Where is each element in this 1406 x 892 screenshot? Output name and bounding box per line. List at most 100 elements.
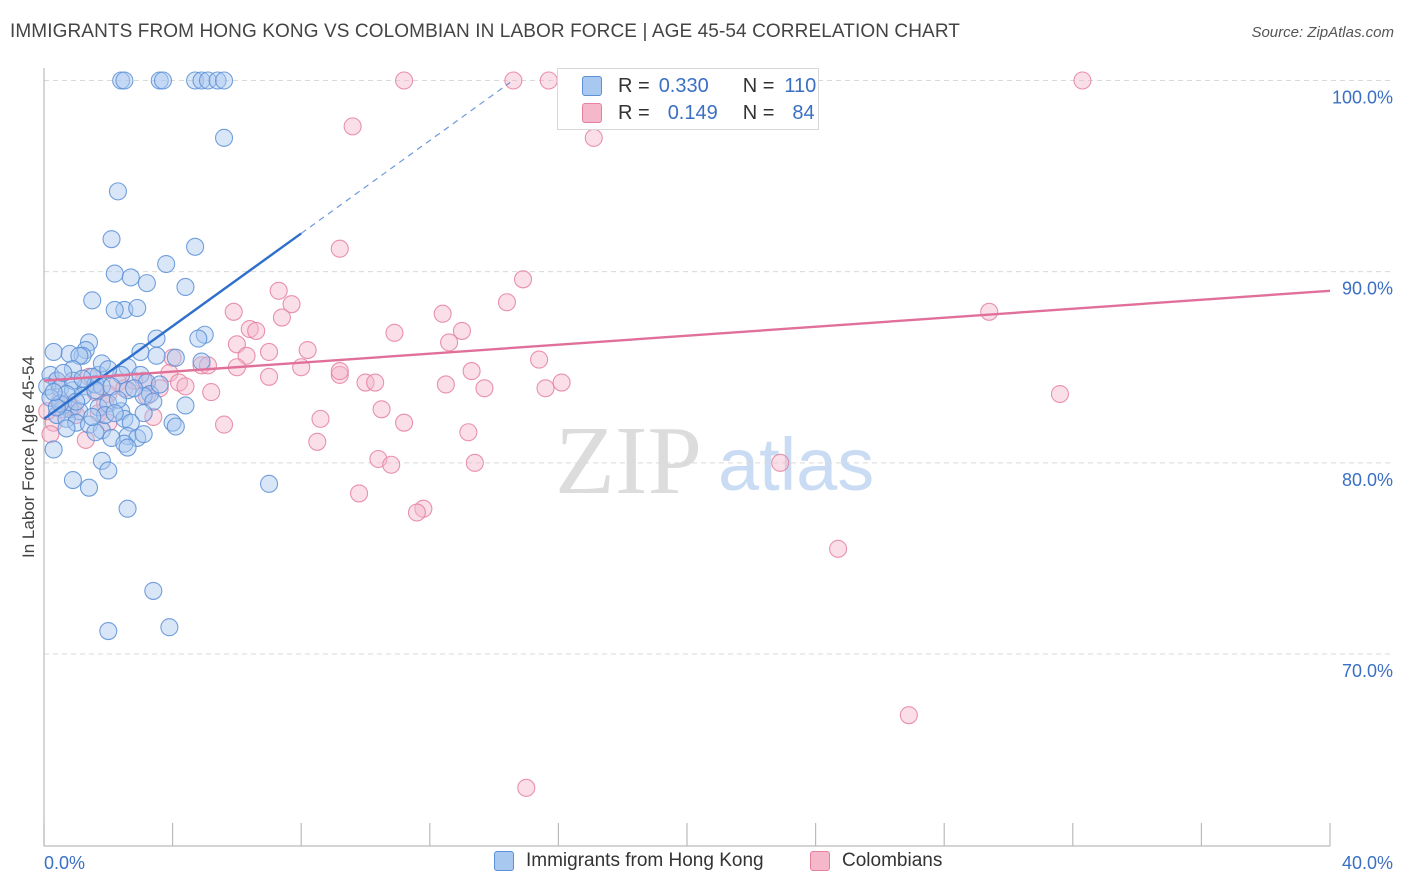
data-point — [79, 478, 99, 497]
trend-line-pink — [43, 289, 1331, 382]
series-hong-kong — [38, 71, 279, 641]
data-point — [147, 346, 166, 365]
x-tick-label-max: 40.0% — [1342, 853, 1393, 873]
legend-item-colombians[interactable]: Colombians — [810, 850, 942, 872]
data-point — [240, 319, 259, 339]
data-point — [118, 499, 137, 518]
data-point — [311, 409, 330, 428]
blue-swatch — [582, 76, 602, 96]
data-point — [108, 390, 127, 409]
trend-line-blue — [43, 232, 302, 420]
legend-swatch-pink — [810, 851, 830, 871]
data-point — [350, 484, 369, 503]
data-point — [208, 71, 227, 90]
data-point — [440, 333, 459, 352]
data-point — [382, 455, 401, 474]
data-point — [459, 423, 478, 442]
r-label: R = — [618, 101, 650, 124]
x-tick-label-min: 0.0% — [44, 853, 85, 873]
watermark-atlas: atlas — [718, 423, 874, 506]
data-point — [189, 329, 208, 348]
data-point — [124, 379, 144, 398]
data-point — [108, 182, 127, 201]
data-point — [259, 474, 279, 493]
data-point — [436, 375, 455, 394]
stats-row-blue: R = 0.330 N = 110 — [582, 73, 816, 99]
data-point — [224, 302, 243, 321]
data-point — [536, 379, 555, 398]
data-point — [41, 425, 60, 444]
chart-title: IMMIGRANTS FROM HONG KONG VS COLOMBIAN I… — [10, 21, 961, 42]
y-tick-label: 100.0% — [1332, 88, 1393, 108]
legend-item-hong-kong[interactable]: Immigrants from Hong Kong — [494, 850, 764, 872]
data-point — [63, 470, 82, 490]
data-point — [54, 363, 73, 383]
data-point — [92, 421, 111, 440]
data-point — [282, 295, 301, 314]
data-point — [1073, 71, 1092, 90]
data-point — [330, 239, 349, 258]
y-tick-label: 90.0% — [1342, 279, 1393, 299]
data-point — [269, 281, 288, 300]
data-point — [186, 237, 205, 256]
data-point — [1050, 384, 1069, 404]
data-point — [176, 277, 195, 297]
data-point — [433, 304, 452, 323]
data-point — [121, 268, 140, 287]
data-point — [115, 71, 134, 90]
chart-legend: Immigrants from Hong Kong Colombians — [0, 850, 1406, 880]
legend-label-colombians: Colombians — [842, 850, 943, 871]
data-point — [308, 432, 327, 451]
data-point — [144, 407, 163, 427]
watermark-zip: ZIP — [555, 407, 702, 515]
r-value: 0.330 — [658, 74, 709, 97]
data-point — [202, 383, 221, 402]
data-point — [407, 503, 426, 522]
data-point — [128, 298, 147, 318]
data-point — [44, 383, 63, 402]
data-point — [372, 400, 391, 419]
data-point — [134, 404, 153, 423]
trend-line-blue-extrapolated — [300, 81, 511, 234]
data-point — [83, 407, 102, 427]
data-point — [44, 440, 63, 459]
n-value: 110 — [784, 74, 817, 97]
data-point — [343, 117, 362, 136]
data-point — [366, 373, 385, 392]
n-label: N = — [742, 101, 775, 124]
data-point — [192, 71, 211, 90]
data-point — [157, 254, 176, 274]
data-point — [86, 423, 105, 442]
data-point — [771, 453, 790, 472]
data-point — [105, 300, 124, 319]
data-point — [214, 415, 234, 434]
data-point — [160, 618, 179, 637]
data-point — [105, 404, 124, 423]
data-point — [92, 451, 111, 470]
data-point — [356, 373, 375, 392]
data-point — [517, 778, 536, 797]
data-point — [214, 71, 234, 90]
y-tick-label: 70.0% — [1342, 661, 1393, 681]
data-point — [134, 425, 153, 444]
r-value: 0.149 — [667, 101, 718, 124]
data-point — [137, 274, 156, 293]
legend-swatch-blue — [494, 851, 514, 871]
data-point — [86, 381, 105, 400]
data-point — [166, 417, 185, 436]
y-tick-label: 80.0% — [1342, 470, 1393, 490]
data-point — [99, 360, 118, 379]
gridlines — [44, 80, 1394, 655]
data-point — [57, 419, 76, 438]
data-point — [99, 461, 118, 480]
data-point — [44, 342, 63, 362]
x-ticks — [43, 823, 1331, 846]
data-point — [192, 352, 211, 371]
data-point — [395, 71, 414, 90]
data-point — [980, 302, 999, 321]
data-point — [150, 375, 169, 394]
data-point — [153, 71, 173, 90]
trend-lines — [43, 81, 1331, 420]
y-tick-labels: 70.0% 80.0% 90.0% 100.0% — [1332, 88, 1393, 682]
